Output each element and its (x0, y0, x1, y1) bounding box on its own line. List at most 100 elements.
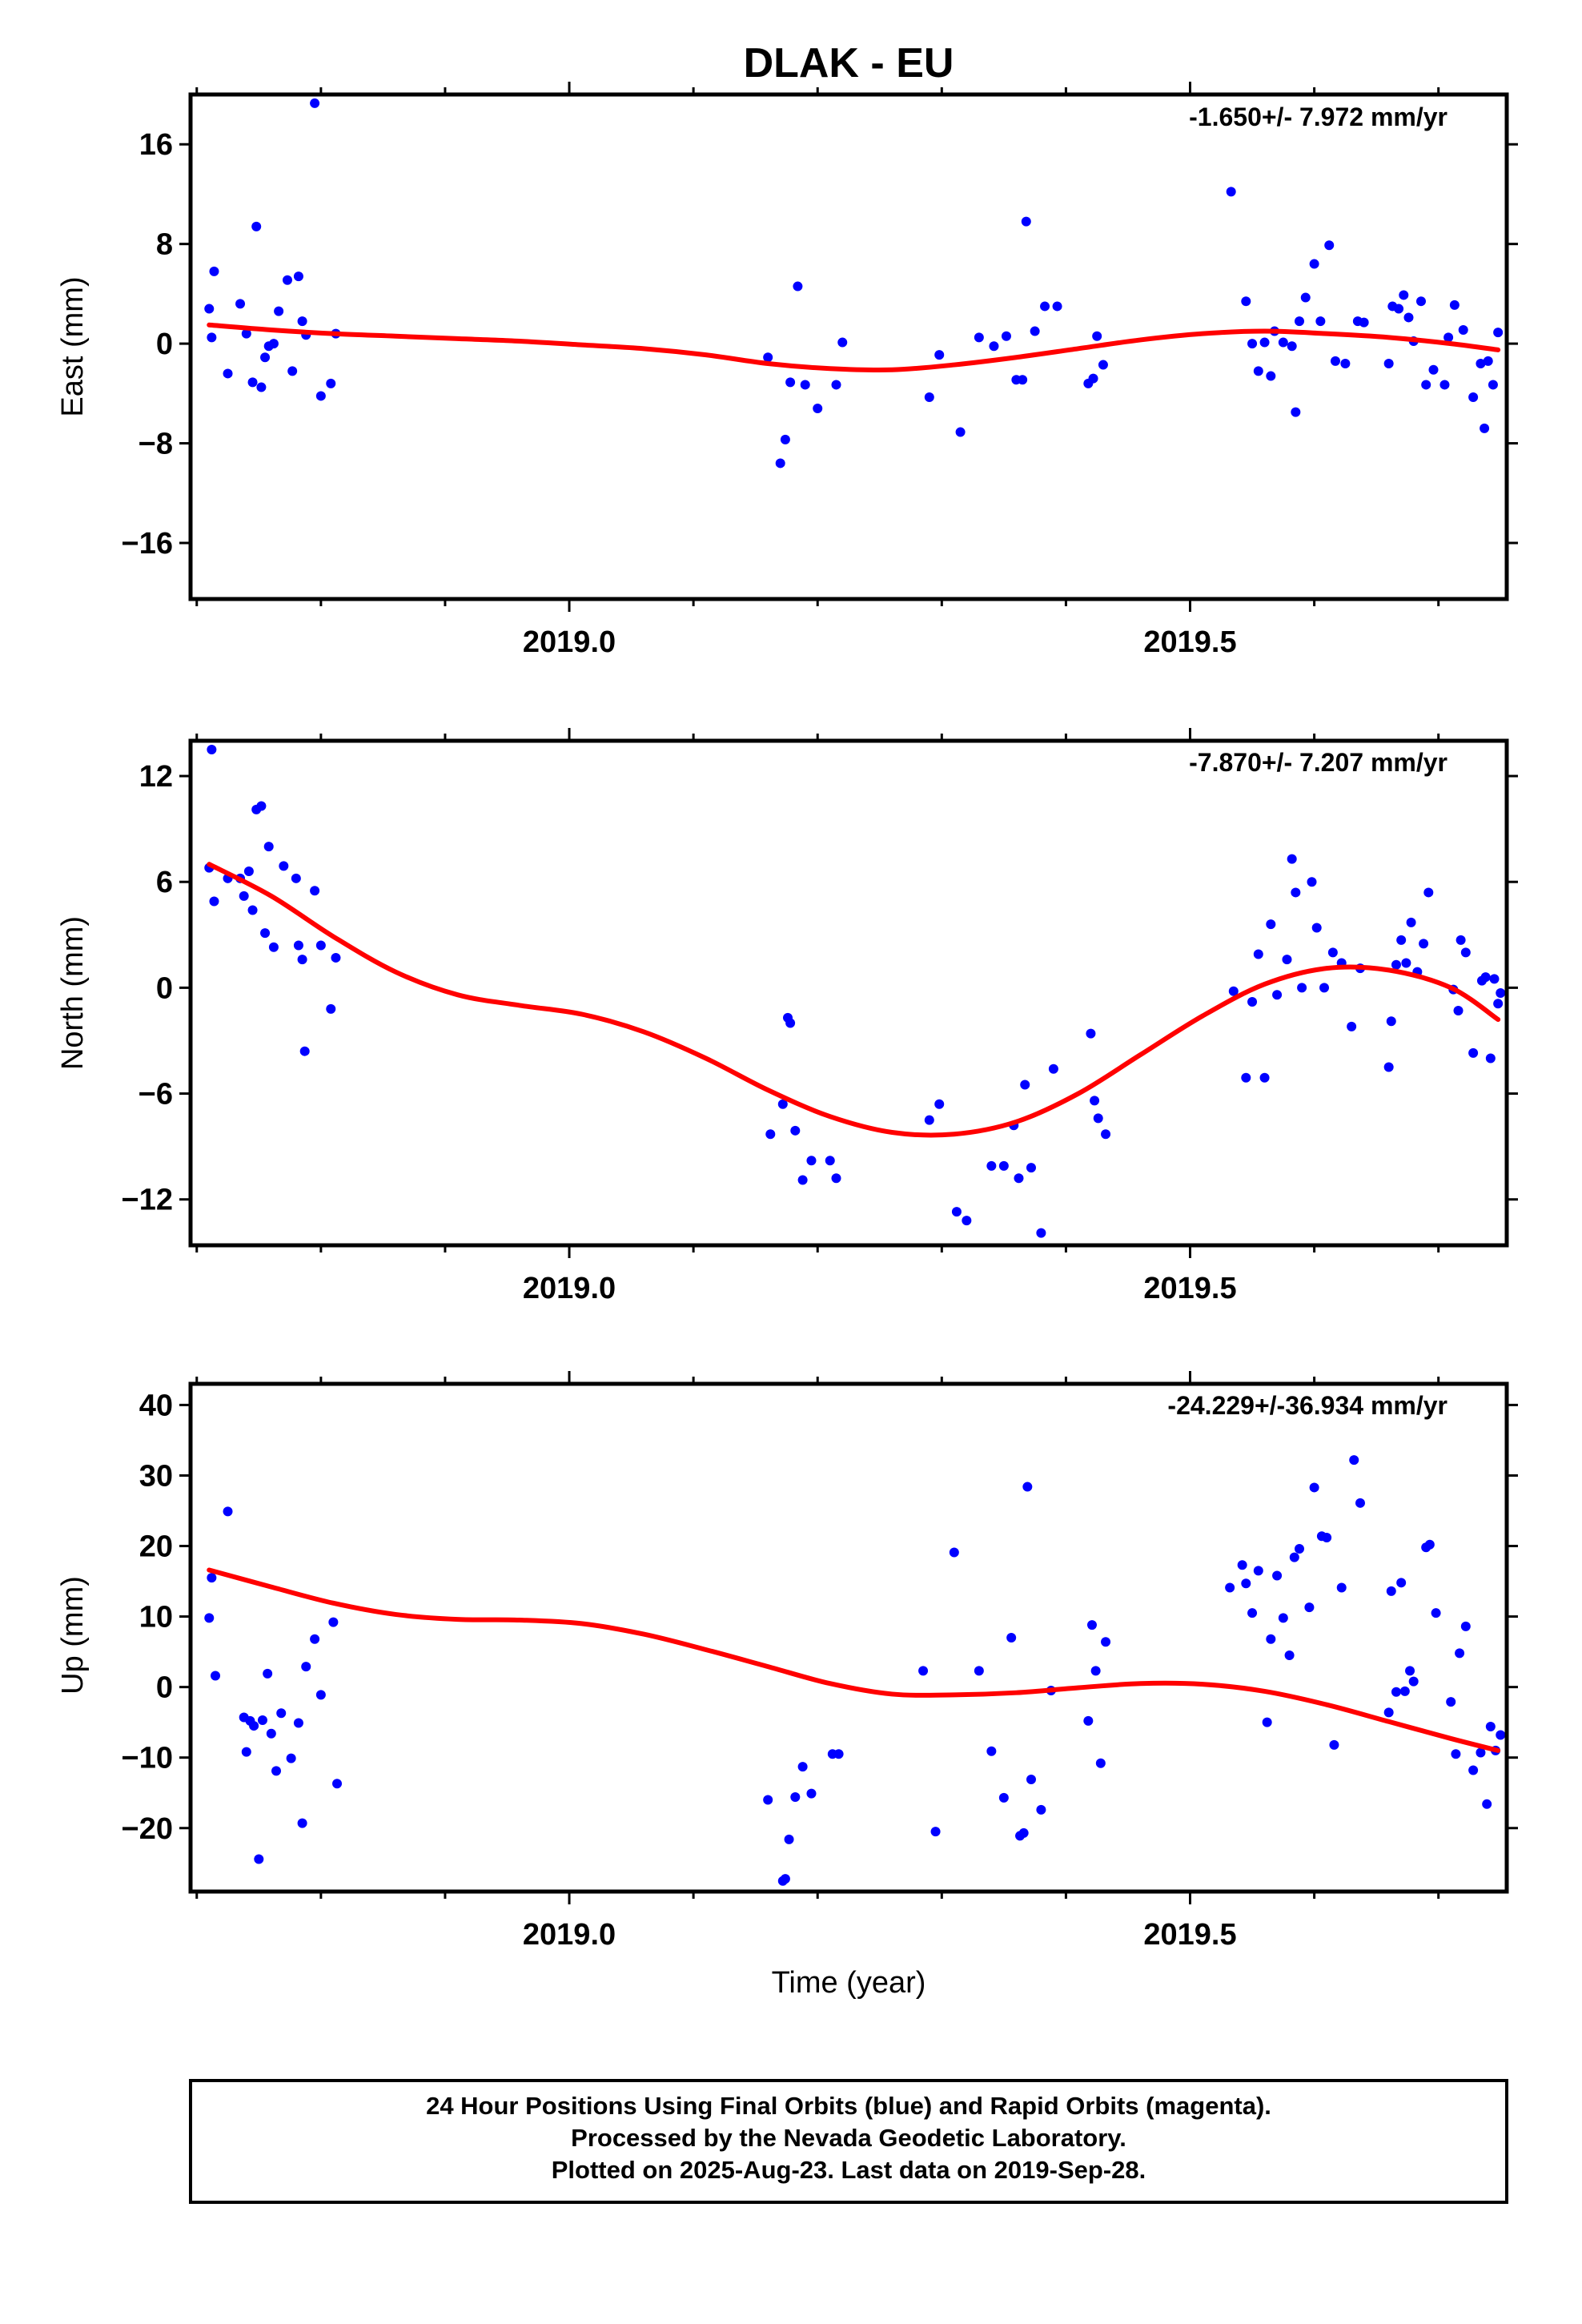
north-data-point (1282, 955, 1292, 965)
up-data-point (930, 1827, 941, 1837)
up-data-point (1026, 1774, 1036, 1784)
north-plot-frame (188, 738, 1509, 1248)
east-data-point (1443, 332, 1454, 343)
east-rate-label: -1.650+/- 7.972 mm/yr (1189, 103, 1447, 131)
north-data-point (268, 942, 279, 952)
east-x-tick-label: 2019.5 (1143, 625, 1236, 659)
east-data-point (315, 391, 326, 401)
east-data-point (1092, 331, 1102, 341)
east-data-point (297, 316, 307, 327)
north-data-point (806, 1156, 817, 1166)
east-data-point (1468, 392, 1479, 402)
up-panel: -24.229+/-36.934 mm/yr Up (mm) −20 −10 0 10… (56, 1371, 1518, 1952)
north-data-point (1485, 1053, 1496, 1063)
north-data-point (998, 1160, 1009, 1171)
east-data-point (251, 221, 262, 231)
east-data-point (1458, 325, 1468, 335)
up-y-axis-label: Up (mm) (56, 1576, 90, 1695)
up-data-point (266, 1728, 276, 1739)
up-plot-frame (188, 1381, 1509, 1894)
north-data-point (1259, 1072, 1270, 1083)
east-data-point (1300, 292, 1311, 303)
east-data-point (1088, 373, 1098, 384)
footer-line-3: Plotted on 2025-Aug-23. Last data on 201… (552, 2156, 1146, 2184)
east-data-point (1030, 326, 1040, 336)
east-data-point (1291, 407, 1301, 417)
east-data-point (1309, 259, 1319, 269)
north-data-point (260, 928, 271, 939)
up-data-point (1241, 1578, 1251, 1589)
up-data-point (1304, 1602, 1315, 1613)
north-data-point (1026, 1163, 1036, 1173)
east-data-point (1340, 359, 1351, 368)
up-data-point (293, 1718, 303, 1728)
north-data-point (1297, 983, 1307, 993)
up-data-point (1266, 1634, 1276, 1644)
north-data-point (1020, 1080, 1030, 1090)
north-data-point (1401, 958, 1411, 968)
up-data-point (332, 1779, 343, 1789)
up-y-tick-label: −10 (122, 1742, 173, 1775)
east-data-point (1415, 296, 1426, 307)
east-data-point (310, 98, 320, 108)
east-data-point (775, 458, 785, 468)
north-data-point (924, 1115, 934, 1125)
east-data-point (1315, 316, 1326, 327)
up-data-point (1405, 1666, 1415, 1676)
east-data-point (1359, 317, 1369, 328)
up-data-point (1237, 1560, 1247, 1570)
east-data-point (282, 275, 292, 285)
north-data-point (1291, 887, 1301, 898)
up-data-point (1278, 1613, 1288, 1623)
north-data-point (951, 1207, 962, 1217)
north-data-point (934, 1099, 945, 1109)
north-data-point (1287, 854, 1297, 864)
north-y-tick-label: 12 (139, 760, 173, 794)
east-data-point (1383, 359, 1394, 368)
east-data-point (813, 404, 823, 413)
east-data-point (274, 306, 284, 316)
east-data-point (1052, 301, 1062, 312)
north-data-point (243, 866, 254, 877)
up-data-point (797, 1762, 808, 1772)
east-data-point (260, 352, 271, 363)
east-data-point (831, 380, 841, 390)
up-y-tick-label: −20 (122, 1812, 173, 1846)
north-data-point (209, 896, 219, 907)
north-data-point (1253, 949, 1263, 959)
east-data-point (207, 332, 217, 343)
up-data-point (1284, 1651, 1295, 1661)
east-data-point (1040, 301, 1050, 312)
north-data-point (1419, 939, 1429, 949)
up-data-point (1289, 1552, 1299, 1562)
north-data-point (1468, 1047, 1479, 1058)
east-data-point (1226, 187, 1236, 197)
east-y-tick-label: 16 (139, 128, 173, 162)
east-data-point (235, 299, 246, 309)
east-data-point (256, 382, 267, 392)
up-data-point (204, 1613, 215, 1623)
up-data-point (784, 1834, 794, 1844)
up-data-point (974, 1666, 984, 1676)
up-data-point (1262, 1717, 1272, 1727)
north-data-point (207, 745, 217, 755)
up-data-point (1322, 1532, 1332, 1542)
footer-line-1: 24 Hour Positions Using Final Orbits (bl… (426, 2092, 1271, 2120)
north-data-point (1480, 972, 1491, 983)
up-data-point (1022, 1482, 1033, 1492)
up-y-tick-label: 20 (139, 1530, 173, 1564)
up-fit-line (207, 1567, 1501, 1753)
east-x-tick-label: 2019.0 (523, 625, 616, 659)
up-data-point (241, 1747, 251, 1757)
north-y-tick-label: −6 (139, 1078, 173, 1112)
east-fit-line (207, 322, 1501, 373)
north-data-point (1423, 887, 1434, 898)
up-data-point (1460, 1621, 1471, 1631)
north-data-point (293, 940, 303, 951)
up-data-point (1247, 1608, 1258, 1618)
east-data-point (1287, 341, 1297, 352)
north-fit-line (207, 862, 1501, 1138)
up-y-tick-label: 10 (139, 1601, 173, 1634)
up-data-point (257, 1715, 267, 1726)
up-data-point (211, 1671, 221, 1681)
